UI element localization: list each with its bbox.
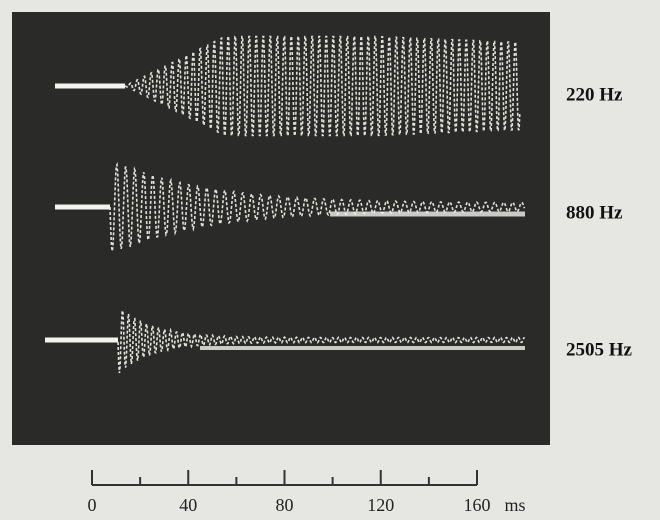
trace-label: 220 Hz (566, 84, 623, 105)
tick-label: 80 (276, 495, 294, 515)
waveforms (45, 35, 526, 374)
tick-label: 120 (367, 495, 394, 515)
tick-label: 0 (88, 495, 97, 515)
tick-label: 40 (179, 495, 197, 515)
waveform (55, 161, 526, 252)
tick-label: 160 (464, 495, 491, 515)
oscilloscope-screen (12, 12, 550, 445)
trace-label: 880 Hz (566, 202, 623, 223)
waveform (45, 310, 525, 374)
trace-label: 2505 Hz (566, 339, 633, 360)
waveform (55, 35, 521, 137)
time-axis-ticks: 0 40 80 120 160 (88, 470, 491, 515)
axis-unit: ms (504, 495, 525, 515)
